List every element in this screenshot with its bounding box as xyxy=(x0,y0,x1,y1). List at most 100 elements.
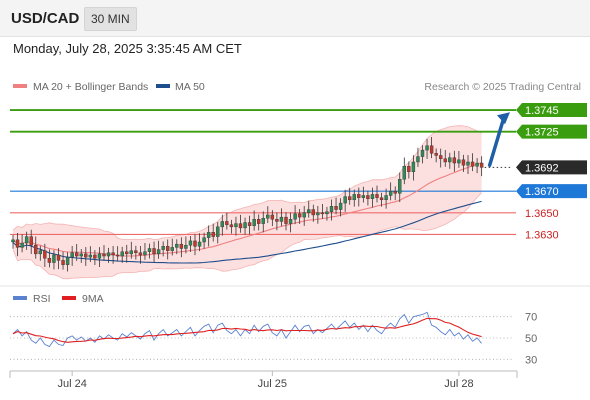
candle xyxy=(238,223,243,229)
candle xyxy=(179,243,184,249)
x-tick-label: Jul 24 xyxy=(57,378,86,390)
price-labels: 1.3745 1.3725 1.3692 1.3670 1.3650 1.3630 xyxy=(516,103,587,241)
candle xyxy=(143,251,147,256)
candle xyxy=(434,153,438,156)
candle xyxy=(225,221,229,225)
candle xyxy=(270,214,275,220)
candle xyxy=(38,250,42,255)
candle xyxy=(402,166,406,180)
ma20-path xyxy=(12,162,482,257)
candle xyxy=(466,161,470,166)
candle xyxy=(348,196,352,201)
symbol-label: USD/CAD xyxy=(11,10,80,27)
candle xyxy=(361,195,366,198)
legend-9ma-swatch xyxy=(62,296,76,300)
candle xyxy=(457,159,461,164)
candle xyxy=(74,252,79,257)
x-tick-label: Jul 25 xyxy=(258,378,287,390)
candle xyxy=(229,224,234,228)
candle xyxy=(329,206,334,212)
legend-ma50-swatch xyxy=(156,84,170,88)
candle xyxy=(61,260,65,265)
candle xyxy=(461,159,466,166)
candle xyxy=(56,254,61,261)
price-tag-1.3692 xyxy=(516,160,587,175)
candle xyxy=(234,223,238,228)
rsi-ma-path xyxy=(12,317,482,343)
rsi-tick-30: 30 xyxy=(525,354,537,366)
candle xyxy=(206,232,211,238)
candle xyxy=(311,209,315,216)
bollinger-lower xyxy=(12,192,482,280)
candle xyxy=(439,155,443,159)
candle xyxy=(152,248,156,255)
candle xyxy=(47,258,52,263)
candle xyxy=(84,253,88,258)
legend-ma20-label: MA 20 + Bollinger Bands xyxy=(33,81,148,93)
candle xyxy=(161,246,165,250)
legend-ma50-label: MA 50 xyxy=(175,81,205,93)
candle xyxy=(452,157,457,164)
candlesticks xyxy=(11,136,484,272)
candle xyxy=(111,252,115,256)
candle xyxy=(257,219,261,224)
chart-datetime: Monday, July 28, 2025 3:35:45 AM CET xyxy=(13,41,242,56)
candle xyxy=(343,196,347,204)
candle xyxy=(307,209,311,213)
price-label-1.3725: 1.3725 xyxy=(525,127,559,139)
candle xyxy=(138,252,143,256)
candle xyxy=(165,246,170,251)
candle xyxy=(384,195,388,201)
candle xyxy=(125,251,129,255)
candle xyxy=(316,212,320,216)
candle xyxy=(388,190,393,196)
rsi-lines xyxy=(12,311,482,348)
arrow-shaft xyxy=(487,115,506,167)
candle xyxy=(129,250,134,255)
candle xyxy=(338,202,343,210)
price-label-1.3630: 1.3630 xyxy=(525,229,559,241)
candle xyxy=(102,253,106,257)
candle xyxy=(11,239,15,243)
candle xyxy=(320,212,325,215)
candle xyxy=(252,219,256,226)
candle xyxy=(293,213,297,220)
candle xyxy=(15,239,20,248)
price-label-1.3692: 1.3692 xyxy=(525,162,559,174)
bollinger-fill xyxy=(13,125,482,279)
candle xyxy=(425,145,429,151)
candle xyxy=(443,158,447,163)
candle xyxy=(302,212,306,218)
price-label-1.3670: 1.3670 xyxy=(525,186,559,198)
candle xyxy=(202,237,206,243)
candle xyxy=(65,256,70,265)
candle xyxy=(29,236,33,246)
price-levels xyxy=(10,109,516,235)
candle xyxy=(284,216,288,224)
candle xyxy=(416,156,420,163)
candle xyxy=(220,221,225,228)
legend-rsi-label: RSI xyxy=(33,293,51,305)
candle xyxy=(275,219,279,222)
price-label-1.3745: 1.3745 xyxy=(525,105,559,117)
ma50-path xyxy=(12,200,482,264)
candle xyxy=(448,157,452,163)
candle xyxy=(216,226,220,237)
price-tag-1.3745 xyxy=(516,103,587,118)
legend-rsi-swatch xyxy=(13,296,27,300)
candle xyxy=(170,247,174,251)
rsi-tick-70: 70 xyxy=(525,312,537,324)
candle xyxy=(52,254,56,263)
arrow-head xyxy=(497,112,510,125)
timeframe-button[interactable]: 30 MIN xyxy=(84,7,137,31)
chart-header: USD/CAD 30 MIN xyxy=(0,0,590,37)
ma50-line xyxy=(12,200,482,264)
candle xyxy=(370,194,375,199)
candle xyxy=(115,254,120,257)
candle xyxy=(375,194,379,198)
candle xyxy=(479,162,484,168)
candle xyxy=(429,145,434,154)
candle xyxy=(97,253,102,259)
candle xyxy=(393,190,397,194)
